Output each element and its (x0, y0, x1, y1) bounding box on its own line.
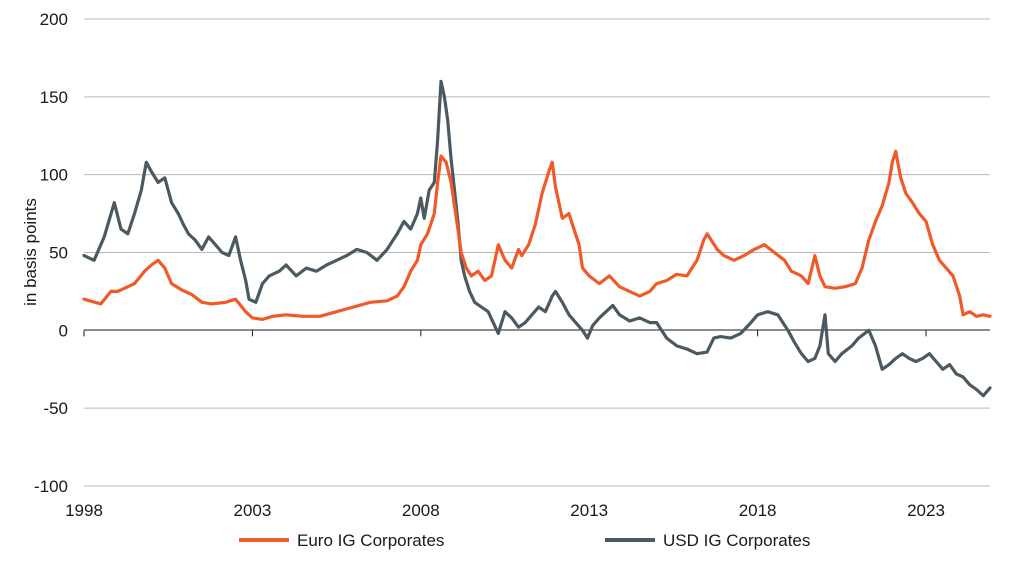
y-axis-ticks: 200 150 100 50 0 -50 -100 (34, 10, 68, 496)
y-tick-label: 200 (40, 10, 68, 29)
y-tick-label: 100 (40, 166, 68, 185)
y-tick-label: -50 (43, 399, 68, 418)
x-tick-label: 2003 (233, 501, 271, 520)
legend: Euro IG Corporates USD IG Corporates (239, 531, 810, 550)
y-tick-label: 150 (40, 88, 68, 107)
series-lines (82, 79, 992, 398)
y-tick-label: 0 (59, 321, 68, 340)
x-tick-label: 2013 (570, 501, 608, 520)
legend-label: Euro IG Corporates (297, 531, 444, 550)
gridlines (84, 18, 990, 487)
series-line-euro-ig (82, 149, 992, 321)
x-tick-label: 2008 (402, 501, 440, 520)
series-line-usd-ig (82, 79, 992, 398)
x-tick-label: 2023 (907, 501, 945, 520)
x-tick-label: 2018 (739, 501, 777, 520)
x-tick-label: 1998 (65, 501, 103, 520)
legend-label: USD IG Corporates (663, 531, 810, 550)
y-axis-label: in basis points (21, 198, 40, 306)
y-tick-label: 50 (49, 244, 68, 263)
y-tick-label: -100 (34, 477, 68, 496)
x-axis-ticks: 1998 2003 2008 2013 2018 2023 (65, 330, 945, 520)
